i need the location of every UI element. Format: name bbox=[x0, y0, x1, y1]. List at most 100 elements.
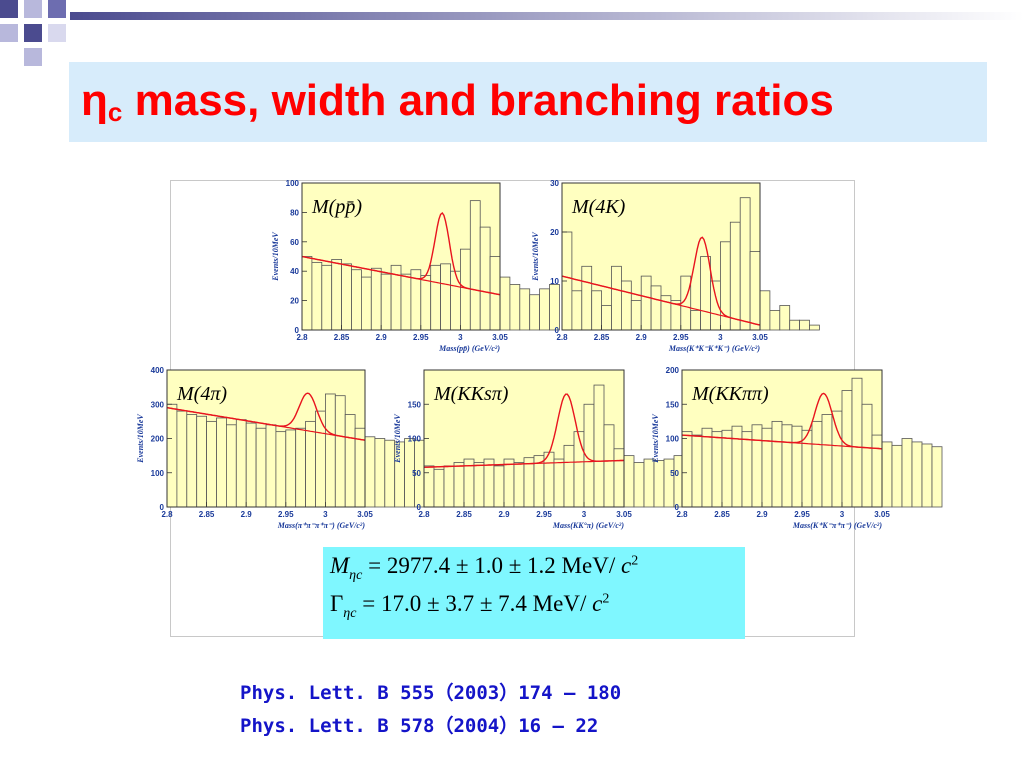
histogram-bar bbox=[301, 256, 313, 331]
histogram-bar bbox=[311, 261, 323, 331]
x-axis-label: Mass(pp̄) (GeV/c²) bbox=[438, 344, 500, 353]
x-tick-label: 2.85 bbox=[334, 333, 350, 342]
x-axis-label: Mass(π⁺π⁻π⁺π⁻) (GeV/c²) bbox=[277, 521, 366, 530]
histogram-bar bbox=[630, 300, 642, 331]
x-tick-label: 2.85 bbox=[594, 333, 610, 342]
histogram-bar bbox=[563, 444, 575, 508]
x-tick-label: 3.05 bbox=[492, 333, 508, 342]
histogram-bar bbox=[513, 462, 525, 508]
histogram-bar bbox=[453, 462, 465, 508]
y-tick-label: 50 bbox=[412, 469, 421, 478]
x-tick-label: 2.9 bbox=[756, 510, 768, 519]
chart-svg: 2.8 2.85 2.9 2.95 3 3.05 0 50 100 150 Events/10MeV… bbox=[393, 369, 685, 530]
histogram-bar bbox=[640, 275, 652, 331]
signal-fit-line bbox=[561, 236, 761, 326]
histogram-bar bbox=[721, 429, 733, 508]
histogram-bar bbox=[799, 319, 810, 331]
x-axis-label: Mass(KK°π) (GeV/c²) bbox=[552, 521, 624, 530]
histogram-bar bbox=[621, 280, 632, 331]
corner-square bbox=[24, 24, 42, 42]
histogram-bar bbox=[226, 424, 237, 508]
width-value: = 17.0 ± 3.7 ± 7.4 MeV/ bbox=[362, 591, 593, 616]
histogram-bar bbox=[891, 444, 903, 508]
histogram-bar bbox=[206, 420, 217, 508]
histogram-bar bbox=[331, 259, 342, 331]
histogram-bar bbox=[430, 264, 441, 331]
width-c: c bbox=[592, 591, 603, 616]
mass-result: Mηc = 2977.4 ± 1.0 ± 1.2 MeV/ c2 bbox=[330, 553, 638, 584]
x-tick-label: 2.9 bbox=[498, 510, 510, 519]
histogram-bar bbox=[176, 410, 188, 508]
histogram-bar bbox=[571, 290, 583, 331]
histogram-bar bbox=[255, 427, 267, 508]
title-eta: η bbox=[81, 76, 108, 125]
histogram-bar bbox=[781, 424, 793, 508]
histogram-bar bbox=[361, 276, 372, 331]
chart-svg: 2.8 2.85 2.9 2.95 3 3.05 0 100 200 300 400 Events/1… bbox=[136, 366, 425, 530]
results-box bbox=[323, 547, 745, 639]
slide-title: ηc mass, width and branching ratios bbox=[81, 76, 834, 128]
y-tick-label: 400 bbox=[151, 366, 165, 375]
plot-label: M(4π) bbox=[176, 383, 227, 405]
histogram-bar bbox=[759, 290, 771, 331]
histogram-bar bbox=[691, 434, 703, 508]
histogram-bar bbox=[245, 422, 257, 508]
histogram-bar bbox=[591, 290, 602, 331]
x-tick-label: 2.85 bbox=[199, 510, 215, 519]
plot-frame bbox=[301, 182, 501, 331]
histogram-bar bbox=[701, 427, 713, 508]
x-axis-label: Mass(K⁺K⁻π⁺π⁻) (GeV/c²) bbox=[792, 521, 882, 530]
x-tick-label: 3 bbox=[323, 510, 328, 519]
plot-label: M(pp̄) bbox=[311, 196, 362, 218]
y-tick-label: 50 bbox=[670, 469, 679, 478]
plot-label: M(KKππ) bbox=[691, 383, 769, 405]
y-tick-label: 0 bbox=[160, 503, 165, 512]
histogram-bar bbox=[321, 264, 333, 331]
x-tick-label: 3.05 bbox=[752, 333, 768, 342]
histogram-bar bbox=[581, 265, 593, 331]
plot-label: M(4K) bbox=[571, 196, 626, 218]
x-tick-label: 2.95 bbox=[413, 333, 429, 342]
histogram-bar bbox=[769, 309, 781, 331]
x-tick-label: 3 bbox=[718, 333, 723, 342]
title-subscript: c bbox=[107, 97, 123, 127]
histogram-bar bbox=[469, 200, 481, 331]
histogram-bar bbox=[235, 419, 247, 508]
x-axis-label: Mass(K⁺K⁻K⁺K⁻) (GeV/c²) bbox=[668, 344, 760, 353]
title-text: mass, width and branching ratios bbox=[134, 76, 834, 125]
x-tick-label: 2.95 bbox=[278, 510, 294, 519]
y-tick-label: 10 bbox=[550, 277, 559, 286]
mass-subscript: ηc bbox=[349, 568, 363, 583]
width-result: Γηc = 17.0 ± 3.7 ± 7.4 MeV/ c2 bbox=[330, 591, 609, 622]
corner-square bbox=[24, 0, 42, 18]
chart-panel-4pi: 2.8 2.85 2.9 2.95 3 3.05 0 100 200 300 400 Events/1… bbox=[115, 362, 425, 542]
signal-fit-line bbox=[681, 392, 883, 450]
histogram-bar bbox=[809, 324, 820, 331]
histogram-bar bbox=[911, 441, 923, 508]
x-tick-label: 2.95 bbox=[536, 510, 552, 519]
histogram-bar bbox=[771, 420, 783, 508]
histogram-bar bbox=[196, 415, 207, 508]
y-axis-label: Events/10MeV bbox=[651, 414, 660, 464]
histogram-bar bbox=[503, 458, 515, 508]
histogram-bar bbox=[553, 458, 565, 508]
y-tick-label: 200 bbox=[151, 435, 165, 444]
histogram-bar bbox=[549, 284, 560, 331]
y-tick-label: 0 bbox=[417, 503, 422, 512]
histogram-bar bbox=[831, 410, 843, 508]
chart-svg: 2.8 2.85 2.9 2.95 3 3.05020406080100Events/10… bbox=[271, 179, 560, 353]
x-tick-label: 3.05 bbox=[357, 510, 373, 519]
histogram-bar bbox=[749, 251, 761, 331]
y-tick-label: 0 bbox=[295, 326, 300, 335]
x-tick-label: 2.85 bbox=[714, 510, 730, 519]
histogram-bar bbox=[295, 427, 306, 508]
corner-square bbox=[48, 0, 66, 18]
histogram-bar bbox=[450, 270, 461, 331]
histogram-bar bbox=[821, 414, 833, 508]
histogram-bar bbox=[166, 403, 178, 508]
y-tick-label: 20 bbox=[290, 297, 299, 306]
mass-symbol: M bbox=[330, 553, 350, 578]
y-axis-label: Events/10MeV bbox=[531, 232, 540, 282]
histogram-bar bbox=[186, 414, 198, 508]
corner-square bbox=[0, 24, 18, 42]
